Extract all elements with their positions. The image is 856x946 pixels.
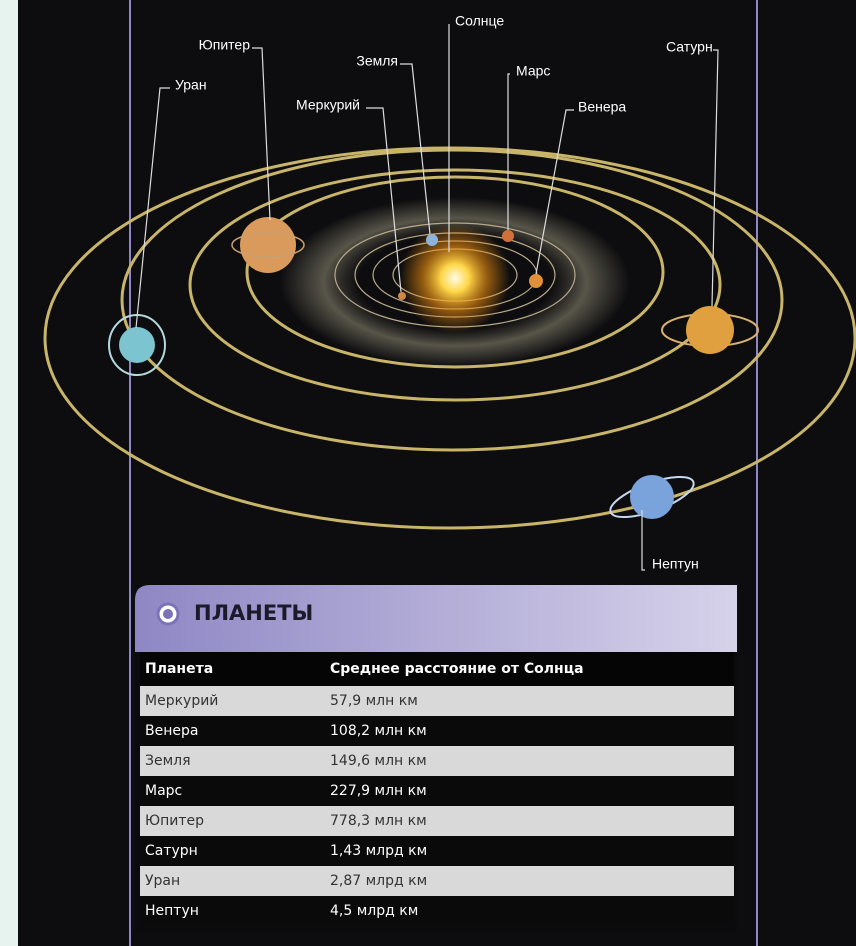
table-cell: Земля — [145, 753, 191, 769]
table-row — [140, 716, 734, 746]
icon — [163, 609, 173, 619]
planet-label: Сатурн — [666, 39, 713, 55]
planet-label: Солнце — [455, 13, 504, 29]
table-cell: Сатурн — [145, 843, 198, 859]
table-row — [140, 806, 734, 836]
sun — [400, 223, 510, 333]
leader-line — [642, 510, 645, 570]
planet-label: Нептун — [652, 556, 699, 572]
table-cell: 108,2 млн км — [330, 723, 427, 739]
column-header: Среднее расстояние от Солнца — [330, 661, 584, 677]
margin — [0, 0, 18, 946]
table-cell: 227,9 млн км — [330, 783, 427, 799]
table-cell: Нептун — [145, 903, 199, 919]
column-header: Планета — [145, 661, 213, 677]
planet-label: Земля — [356, 53, 398, 69]
table-row — [140, 776, 734, 806]
table-cell: 1,43 млрд км — [330, 843, 427, 859]
planet-label: Меркурий — [296, 97, 360, 113]
table-cell: Юпитер — [145, 813, 204, 829]
table-cell: 149,6 млн км — [330, 753, 427, 769]
page: Солнце Меркурий Венера Земля Марс Юпитер Сатур… — [0, 0, 856, 946]
table-title: ПЛАНЕТЫ — [194, 601, 313, 625]
table-row — [140, 836, 734, 866]
table-row — [140, 686, 734, 716]
orbits — [45, 148, 855, 528]
table-cell: 778,3 млн км — [330, 813, 427, 829]
table-cell: Венера — [145, 723, 198, 739]
table-row — [140, 866, 734, 896]
table-cell: Меркурий — [145, 693, 218, 709]
planet-label: Венера — [578, 99, 626, 115]
table-cell: Марс — [145, 783, 182, 799]
planet-label: Уран — [175, 77, 207, 93]
table-cell: 2,87 млрд км — [330, 873, 427, 889]
table-cell: 57,9 млн км — [330, 693, 418, 709]
table-cell: Уран — [145, 873, 180, 889]
planet-label: Марс — [516, 63, 550, 79]
table-row — [140, 746, 734, 776]
planet-label: Юпитер — [199, 37, 251, 53]
leader-line — [252, 48, 270, 220]
table-row — [140, 896, 734, 926]
table-cell: 4,5 млрд км — [330, 903, 418, 919]
